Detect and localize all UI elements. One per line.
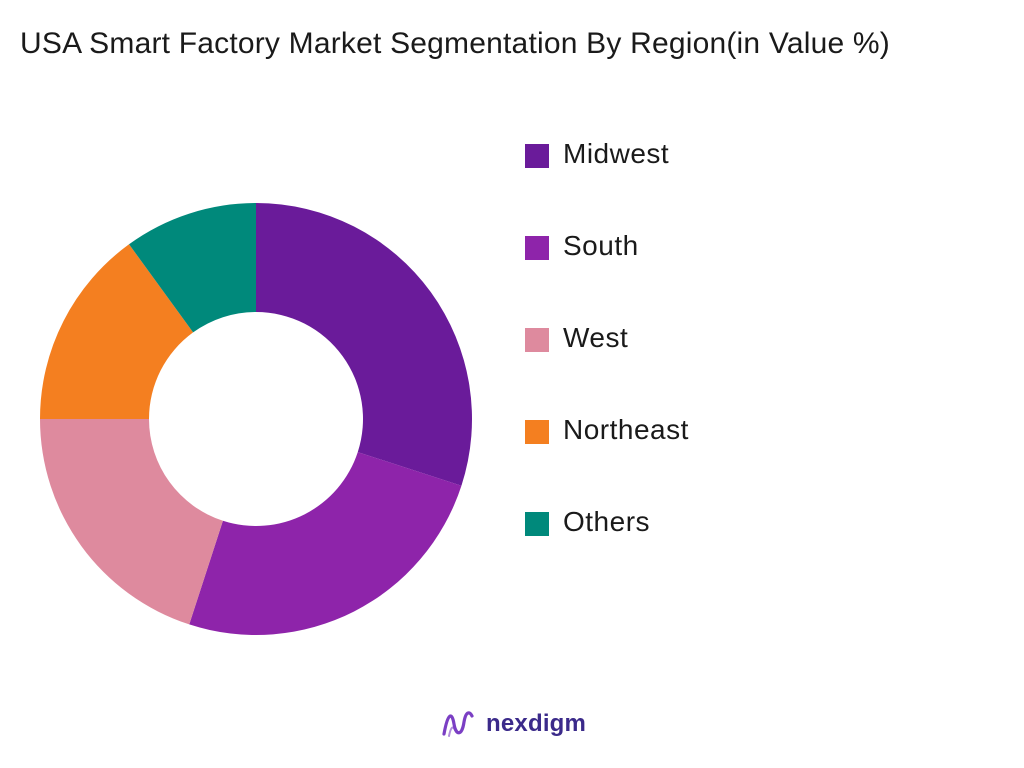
legend-label-northeast: Northeast (563, 414, 689, 445)
legend-label-others: Others (563, 506, 651, 537)
donut-slice-others (129, 203, 256, 333)
legend-label-south: South (563, 230, 639, 261)
legend-swatch-others (525, 512, 549, 536)
legend-item-midwest: Midwest (525, 130, 825, 222)
brand-footer: nexdigm (440, 706, 586, 742)
legend-item-west: West (525, 314, 825, 406)
legend-swatch-northeast (525, 420, 549, 444)
legend-swatch-west (525, 328, 549, 352)
legend-label-west: West (563, 322, 629, 353)
donut-slice-south (189, 452, 462, 636)
legend-swatch-south (525, 236, 549, 260)
nexdigm-logo-icon (442, 711, 474, 737)
legend-label-midwest: Midwest (563, 138, 670, 169)
donut-slice-midwest (256, 203, 473, 486)
donut-slice-west (40, 419, 223, 625)
legend-item-northeast: Northeast (525, 406, 825, 498)
donut-slice-northeast (40, 244, 194, 419)
donut-slices (40, 203, 473, 636)
chart-legend: Midwest South West Northeast Others (525, 130, 825, 590)
legend-item-south: South (525, 222, 825, 314)
brand-name: nexdigm (486, 710, 587, 737)
chart-title: USA Smart Factory Market Segmentation By… (20, 27, 890, 60)
legend-swatch-midwest (525, 144, 549, 168)
legend-item-others: Others (525, 498, 825, 590)
